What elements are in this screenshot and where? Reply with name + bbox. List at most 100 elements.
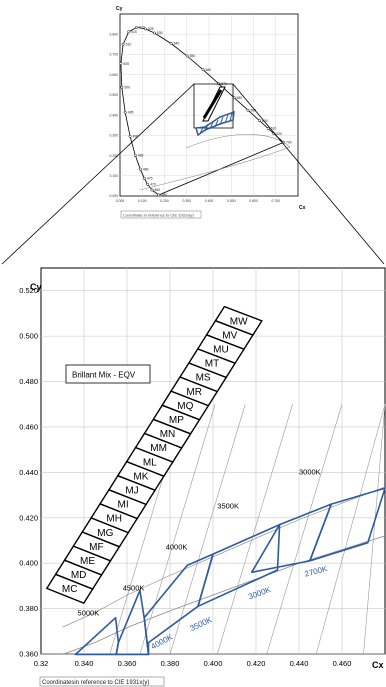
detail-cct-label-upper: 3000K (299, 468, 321, 477)
overview-wavelength-label: 600 (262, 119, 268, 123)
detail-x-tick-label: 0.440 (290, 659, 309, 668)
detail-x-tick-label: 0.420 (247, 659, 266, 668)
detail-x-tick-label: 0.32 (34, 659, 49, 668)
detail-legend-box (65, 364, 151, 384)
overview-wavelength-label: 700 (286, 141, 292, 145)
overview-locus-point (128, 134, 132, 138)
detail-bin-label: MD (71, 570, 87, 581)
overview-x-axis-label: Cx (299, 205, 306, 211)
detail-x-tick-label: 0.340 (75, 659, 94, 668)
detail-bin-label: MH (106, 514, 122, 525)
overview-locus-point (133, 153, 137, 157)
detail-bin-label: MK (133, 471, 148, 482)
overview-y-tick-label: 0.800 (110, 32, 119, 36)
overview-chart: 0.000 0.100 0.200 0.300 0.400 0.500 0.600 0.700… (110, 6, 306, 219)
overview-mini-bin-fill (202, 89, 223, 119)
detail-bin-label: MI (118, 500, 129, 511)
detail-x-tick-label: 0.380 (161, 659, 180, 668)
detail-bin-label: MS (196, 373, 211, 384)
detail-cct-quadrangle (308, 487, 386, 562)
detail-bin-label: MT (205, 359, 219, 370)
detail-isotherm-line (169, 404, 246, 655)
overview-locus-point (121, 42, 125, 46)
overview-y-tick-label: 0.000 (110, 194, 119, 198)
detail-y-tick-label: 0.400 (19, 559, 38, 568)
overview-locus-point (120, 85, 124, 89)
overview-wavelength-label: 510 (126, 42, 132, 46)
detail-blackbody-locus (62, 535, 386, 655)
detail-cct-label-upper: 5000K (78, 608, 100, 617)
detail-isotherm-line (266, 404, 343, 655)
overview-y-tick-label: 0.400 (110, 113, 119, 117)
detail-y-tick-label: 0.380 (19, 604, 38, 613)
overview-wavelength-label: 460 (155, 188, 161, 192)
overview-locus-point (266, 127, 270, 130)
detail-isotherm-line (139, 404, 216, 655)
overview-locus-point (123, 111, 127, 114)
detail-y-tick-label: 0.460 (19, 422, 38, 431)
overview-locus-point (258, 119, 261, 123)
overview-x-tick-label: 0.700 (272, 199, 281, 203)
detail-legend-label: Brillant Mix - EQV (72, 371, 136, 380)
detail-chart: 0.32 0.340 0.360 0.380 0.400 0.420 0.440 0.460 0… (19, 267, 386, 687)
overview-footnote-box (120, 210, 202, 219)
overview-x-tick-label: 0.200 (160, 199, 169, 203)
overview-mini-hatch (199, 112, 233, 135)
overview-blackbody-locus (185, 134, 291, 149)
detail-bin-label: MC (62, 584, 78, 595)
overview-wavelength-label: 515 (131, 30, 137, 34)
detail-bin-label: MW (230, 316, 248, 327)
detail-x-tick-label: 0.360 (118, 659, 137, 668)
detail-bin-label: MF (89, 542, 103, 553)
overview-y-axis-label: Cy (116, 6, 123, 12)
overview-wavelength-label: 485 (138, 154, 144, 158)
detail-bin-label: MU (213, 345, 229, 356)
overview-wavelength-label: 495 (128, 111, 134, 115)
overview-locus-line (120, 26, 285, 196)
overview-wavelength-label: 580 (237, 96, 243, 100)
detail-bin-cell (214, 305, 263, 336)
overview-wavelength-label: 490 (133, 135, 139, 139)
detail-bin-label: ML (143, 457, 157, 468)
overview-x-tick-label: 0.400 (205, 199, 214, 203)
overview-locus-point (246, 108, 250, 112)
overview-locus-point (146, 182, 150, 186)
detail-x-axis-label: Cx (372, 660, 384, 670)
detail-cct-quadrangles (74, 487, 386, 656)
overview-wavelength-label: 550 (190, 54, 196, 58)
overview-wavelength-label: 620 (276, 132, 282, 136)
detail-isotherm-line (217, 404, 293, 655)
overview-locus-point (157, 193, 161, 197)
zoom-projection-left (1, 83, 195, 265)
overview-locus-point (152, 31, 156, 35)
overview-locus-point (169, 42, 173, 45)
overview-wavelength-label: 610 (271, 127, 277, 131)
detail-footnote: Coordinatesin reference to CIE 1931x(y) (42, 680, 149, 686)
overview-footnote: Coordinate in reference to CIE 1931x(y) (123, 213, 194, 218)
detail-bin-strip: MC MD ME MF MG MH MI MJ MK ML MM MN MP MQ MR MS MT MU MV MW (45, 305, 263, 604)
overview-y-tick-label: 0.200 (110, 154, 119, 158)
overview-wavelength-label: 500 (124, 85, 130, 89)
overview-grid (120, 14, 298, 196)
overview-wavelength-label: 520 (139, 26, 145, 30)
detail-isotherm-line (363, 404, 386, 655)
detail-bin-label: MJ (125, 486, 138, 497)
detail-y-tick-label: 0.420 (19, 513, 38, 522)
overview-wavelength-label: 590 (250, 108, 256, 112)
overview-y-tick-label: 0.100 (110, 174, 119, 178)
overview-wavelength-label: 560 (206, 68, 212, 72)
detail-cct-label-upper: 3500K (217, 502, 239, 511)
overview-x-tick-label: 0.100 (138, 199, 147, 203)
detail-cct-quadrangle (115, 589, 150, 656)
detail-bin-label: MR (186, 387, 202, 398)
overview-locus-point (150, 188, 154, 192)
zoom-projection-right (232, 83, 385, 265)
overview-locus-point (185, 54, 189, 58)
detail-x-tick-label: 0.460 (333, 659, 352, 668)
overview-locus-point (201, 68, 205, 72)
overview-locus-point (143, 27, 147, 31)
detail-cct-label-upper: 4500K (123, 583, 145, 592)
overview-wavelength-label: 480 (143, 167, 149, 171)
